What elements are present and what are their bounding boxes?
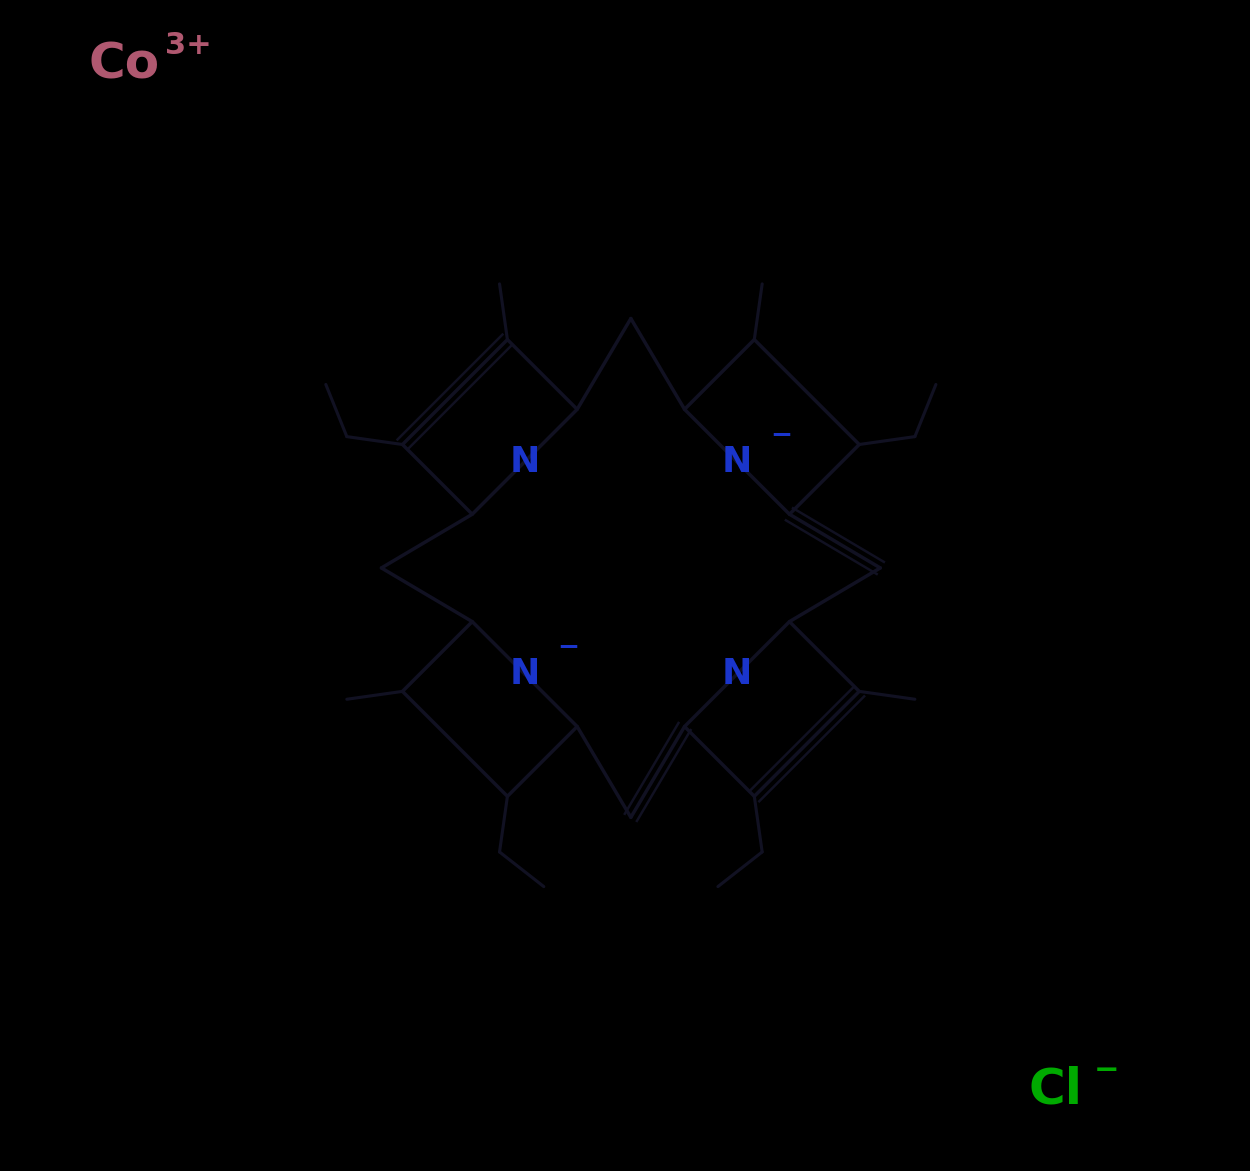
Text: N: N [721,657,752,691]
Text: N: N [510,657,540,691]
Text: N: N [510,445,540,479]
Text: Co: Co [89,41,160,88]
Text: 3+: 3+ [165,32,211,60]
Text: Cl: Cl [1029,1066,1082,1112]
Text: N: N [721,445,752,479]
Text: −: − [1094,1056,1119,1084]
Text: −: − [770,423,792,448]
Text: −: − [558,636,580,662]
